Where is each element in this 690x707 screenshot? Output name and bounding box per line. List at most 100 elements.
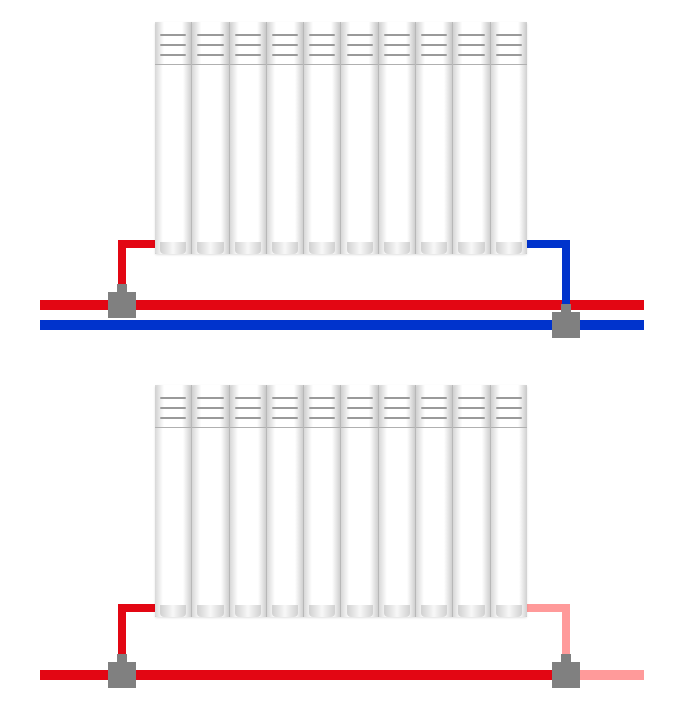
section-foot xyxy=(235,242,261,254)
grille-slot xyxy=(160,54,186,56)
grille-cap xyxy=(230,22,266,65)
grille-cap xyxy=(453,22,489,65)
grille-slot xyxy=(197,54,223,56)
section-foot xyxy=(197,605,223,617)
grille-slot xyxy=(496,407,522,409)
section-foot xyxy=(309,605,335,617)
grille-slot xyxy=(458,44,484,46)
grille-slot xyxy=(458,407,484,409)
grille-slot xyxy=(197,407,223,409)
grille-slot xyxy=(421,417,447,419)
grille-slot xyxy=(235,34,261,36)
fitting-bot-left xyxy=(108,662,136,688)
grille-slot xyxy=(384,407,410,409)
grille-slot xyxy=(272,407,298,409)
grille-slot xyxy=(421,397,447,399)
grille-slot xyxy=(421,44,447,46)
diagram-canvas: { "canvas": { "width": 690, "height": 70… xyxy=(0,0,690,707)
radiator-section xyxy=(453,385,490,617)
grille-slot xyxy=(235,417,261,419)
radiator-bottom xyxy=(155,385,527,617)
grille-cap xyxy=(267,385,303,428)
section-foot xyxy=(421,605,447,617)
grille-slot xyxy=(458,397,484,399)
radiator-section xyxy=(341,22,378,254)
grille-cap xyxy=(341,385,377,428)
grille-slot xyxy=(458,417,484,419)
grille-slot xyxy=(347,34,373,36)
grille-slot xyxy=(347,417,373,419)
grille-cap xyxy=(416,22,452,65)
radiator-section xyxy=(379,385,416,617)
grille-slot xyxy=(160,407,186,409)
bot-main-mid xyxy=(124,670,564,680)
grille-cap xyxy=(155,22,191,65)
grille-slot xyxy=(160,34,186,36)
grille-slot xyxy=(309,417,335,419)
grille-slot xyxy=(347,54,373,56)
grille-slot xyxy=(384,417,410,419)
section-foot xyxy=(160,242,186,254)
section-foot xyxy=(496,242,522,254)
grille-slot xyxy=(309,397,335,399)
grille-slot xyxy=(384,397,410,399)
grille-cap xyxy=(267,22,303,65)
radiator-section xyxy=(230,385,267,617)
radiator-top xyxy=(155,22,527,254)
grille-cap xyxy=(379,385,415,428)
section-foot xyxy=(458,242,484,254)
grille-slot xyxy=(384,44,410,46)
grille-slot xyxy=(496,397,522,399)
fitting-top-left xyxy=(108,292,136,318)
section-foot xyxy=(496,605,522,617)
grille-cap xyxy=(155,385,191,428)
grille-slot xyxy=(421,34,447,36)
grille-slot xyxy=(235,44,261,46)
grille-cap xyxy=(453,385,489,428)
grille-slot xyxy=(272,34,298,36)
grille-slot xyxy=(421,54,447,56)
radiator-section xyxy=(267,22,304,254)
grille-slot xyxy=(272,417,298,419)
grille-slot xyxy=(197,34,223,36)
grille-slot xyxy=(347,407,373,409)
section-foot xyxy=(160,605,186,617)
grille-slot xyxy=(272,54,298,56)
radiator-section xyxy=(192,385,229,617)
section-foot xyxy=(347,605,373,617)
radiator-section xyxy=(453,22,490,254)
grille-slot xyxy=(197,44,223,46)
section-foot xyxy=(197,242,223,254)
grille-slot xyxy=(347,397,373,399)
radiator-section xyxy=(304,385,341,617)
radiator-section xyxy=(341,385,378,617)
section-foot xyxy=(272,605,298,617)
grille-slot xyxy=(235,407,261,409)
grille-slot xyxy=(197,397,223,399)
grille-slot xyxy=(160,44,186,46)
radiator-section xyxy=(416,385,453,617)
section-foot xyxy=(384,605,410,617)
radiator-section xyxy=(155,22,192,254)
grille-slot xyxy=(309,44,335,46)
radiator-section xyxy=(267,385,304,617)
grille-cap xyxy=(304,22,340,65)
grille-slot xyxy=(384,54,410,56)
section-foot xyxy=(421,242,447,254)
section-foot xyxy=(458,605,484,617)
grille-cap xyxy=(230,385,266,428)
fitting-top-right xyxy=(552,312,580,338)
grille-cap xyxy=(341,22,377,65)
grille-slot xyxy=(272,44,298,46)
grille-cap xyxy=(379,22,415,65)
grille-cap xyxy=(416,385,452,428)
grille-slot xyxy=(384,34,410,36)
grille-slot xyxy=(496,34,522,36)
grille-slot xyxy=(496,44,522,46)
section-foot xyxy=(309,242,335,254)
radiator-section xyxy=(155,385,192,617)
grille-slot xyxy=(272,397,298,399)
fitting-bot-right xyxy=(552,662,580,688)
section-foot xyxy=(384,242,410,254)
bot-return-drop-h xyxy=(522,604,570,612)
